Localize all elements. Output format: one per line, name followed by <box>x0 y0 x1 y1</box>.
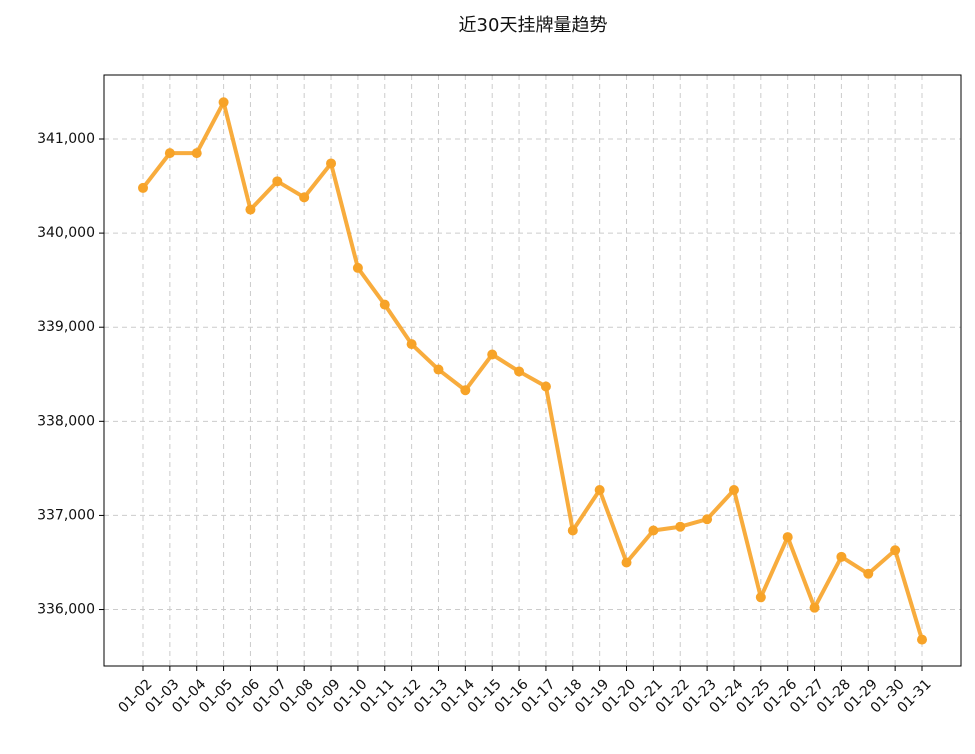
point <box>272 176 283 187</box>
point <box>567 525 578 536</box>
point <box>138 182 148 193</box>
point <box>755 592 766 603</box>
point <box>836 551 847 562</box>
point <box>917 634 927 645</box>
point <box>460 385 471 396</box>
point <box>809 602 820 613</box>
y-tick-label: 340,000 <box>37 225 95 241</box>
y-tick-label: 338,000 <box>37 413 95 429</box>
chart-title: 近30天挂牌量趋势 <box>459 15 608 36</box>
plot-frame <box>103 74 962 667</box>
point <box>433 364 444 375</box>
point <box>540 381 551 392</box>
point <box>326 158 337 169</box>
point <box>728 485 739 496</box>
y-tick-label: 339,000 <box>37 319 95 335</box>
point <box>514 366 525 377</box>
point <box>379 299 390 310</box>
y-tick-label: 341,000 <box>37 131 95 147</box>
point <box>191 148 202 159</box>
point <box>406 339 417 350</box>
point <box>594 485 605 496</box>
y-tick-label: 336,000 <box>37 602 95 618</box>
line <box>141 100 924 641</box>
point <box>218 97 229 108</box>
point <box>621 557 632 568</box>
point <box>863 568 874 579</box>
y-tick-label: 337,000 <box>37 507 95 523</box>
point <box>245 204 256 215</box>
point <box>890 545 901 556</box>
point <box>299 192 310 203</box>
point <box>164 148 175 159</box>
point <box>782 532 793 543</box>
point <box>648 525 659 536</box>
point <box>352 262 363 273</box>
point <box>487 349 498 360</box>
point <box>675 521 686 532</box>
point <box>702 514 713 525</box>
